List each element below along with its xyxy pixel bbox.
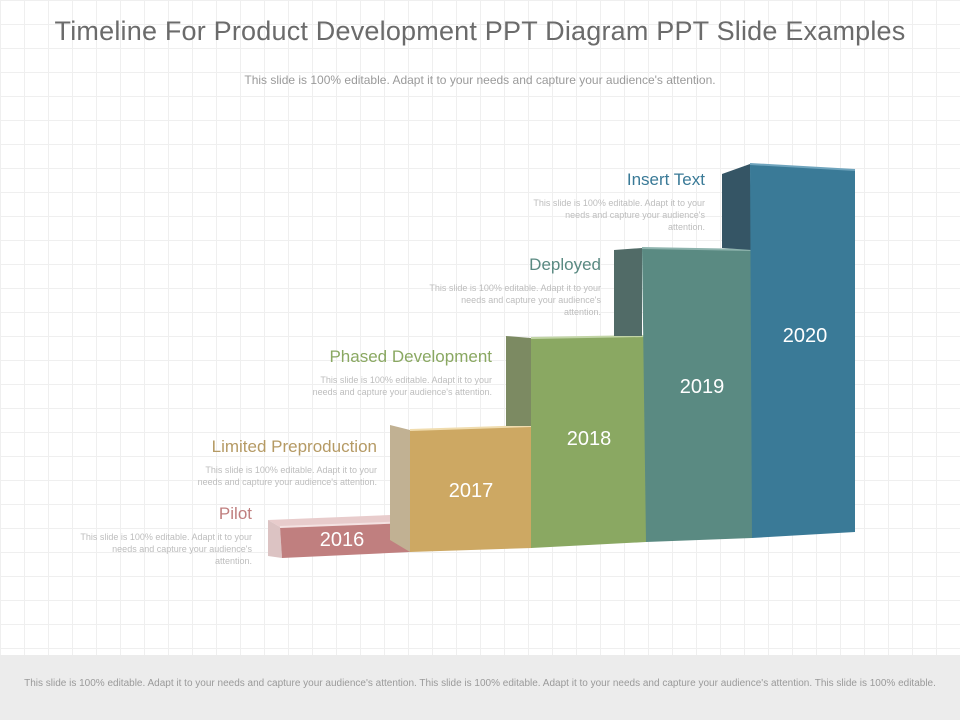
desc-phased-development: This slide is 100% editable. Adapt it to…: [312, 375, 492, 397]
step-2019-highlight: [641, 247, 753, 251]
step-2020-side: [722, 164, 752, 250]
step-2018-highlight: [530, 335, 647, 339]
step-2019-front: [642, 248, 752, 542]
year-2018: 2018: [566, 428, 612, 450]
step-2017-front: [410, 426, 532, 552]
step-2016-top: [268, 515, 410, 527]
year-2019: 2019: [679, 376, 725, 398]
step-2017-highlight: [409, 425, 533, 431]
year-2016: 2016: [319, 529, 365, 551]
heading-insert-text: Insert Text: [626, 170, 705, 189]
desc-deployed: This slide is 100% editable. Adapt it to…: [429, 283, 601, 317]
heading-deployed: Deployed: [529, 255, 601, 274]
step-2016-side: [268, 520, 282, 558]
step-2018-front: [531, 336, 646, 548]
heading-limited-preproduction: Limited Preproduction: [211, 437, 377, 456]
label-limited-preproduction: Limited Preproduction This slide is 100%…: [192, 437, 377, 488]
year-2020: 2020: [782, 325, 828, 347]
step-2020-highlight: [749, 163, 856, 171]
footer-text: This slide is 100% editable. Adapt it to…: [24, 678, 936, 689]
slide-title: Timeline For Product Development PPT Dia…: [54, 16, 906, 46]
slide-subtitle: This slide is 100% editable. Adapt it to…: [244, 73, 716, 87]
footer-bar: This slide is 100% editable. Adapt it to…: [0, 655, 960, 720]
desc-pilot: This slide is 100% editable. Adapt it to…: [80, 532, 252, 566]
step-2016-front: [280, 522, 410, 558]
step-2017-side: [390, 425, 410, 552]
step-2020-front: [750, 164, 855, 538]
label-insert-text: Insert Text This slide is 100% editable.…: [532, 170, 705, 233]
label-phased-development: Phased Development This slide is 100% ed…: [300, 347, 492, 398]
step-2018-side: [506, 336, 531, 426]
year-2017: 2017: [448, 480, 494, 502]
step-2019-side: [614, 248, 642, 336]
heading-phased-development: Phased Development: [329, 347, 492, 366]
desc-limited-preproduction: This slide is 100% editable. Adapt it to…: [197, 465, 377, 487]
label-deployed: Deployed This slide is 100% editable. Ad…: [428, 255, 601, 318]
step-2016-highlight: [279, 521, 411, 528]
desc-insert-text: This slide is 100% editable. Adapt it to…: [533, 198, 705, 232]
label-pilot: Pilot This slide is 100% editable. Adapt…: [80, 504, 252, 567]
heading-pilot: Pilot: [218, 504, 252, 523]
